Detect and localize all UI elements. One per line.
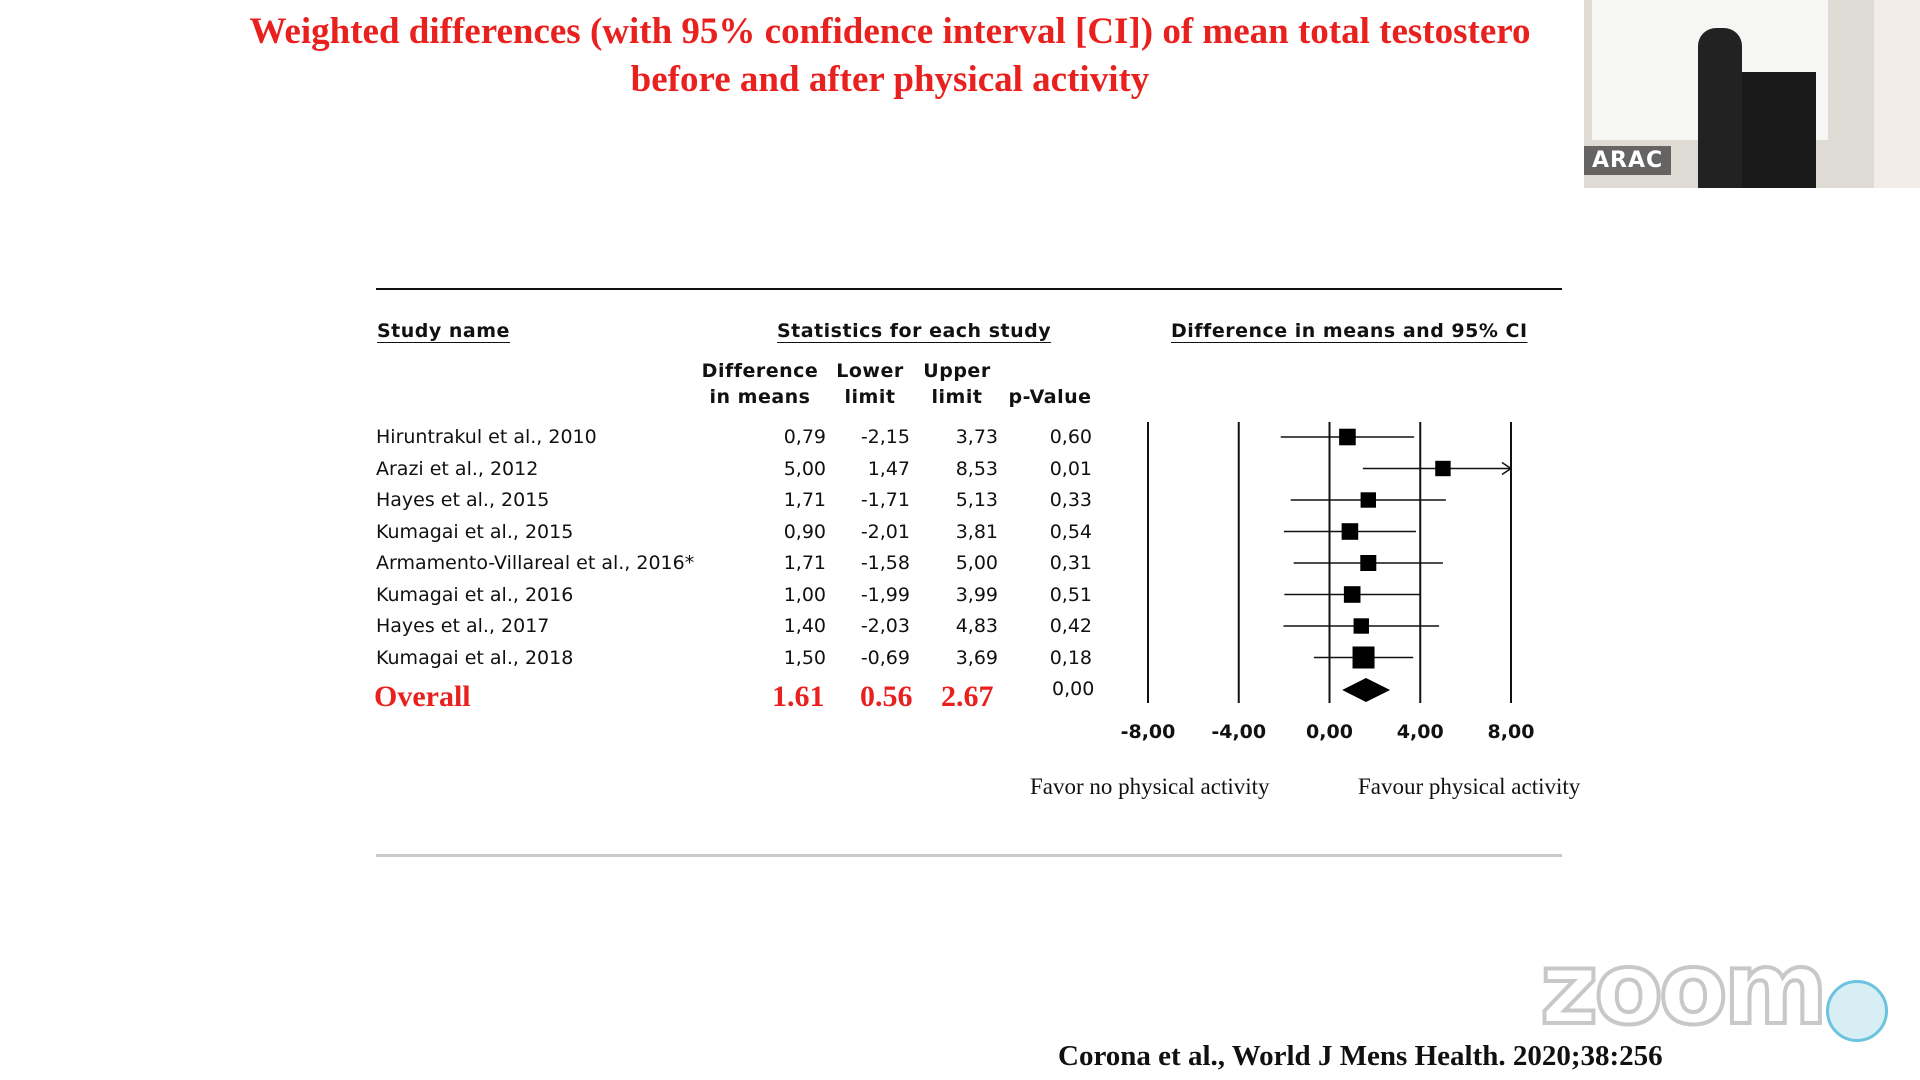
study-point [1435,460,1451,477]
upper-cell: 5,00 [955,552,998,574]
study-point [1353,618,1369,634]
plot-header: Difference in means and 95% CI [1171,320,1528,342]
p-value-cell: 0,18 [1049,646,1092,669]
favor-left-label: Favor no physical activity [1030,774,1270,799]
lower-cell: -1,71 [860,489,910,511]
society-logo-icon [1826,980,1888,1042]
diff-cell: 5,00 [783,457,826,480]
table-row: Armamento-Villareal et al., 2016* 1,71 -1,… [376,552,1096,582]
col-diff-header-line2: in means [709,386,811,408]
study-point [1352,646,1375,669]
participant-name-label: ARAC [1584,146,1672,175]
slide-title-line2: before and after physical activity [630,59,1150,100]
table-row: Hayes et al., 2017 1,40 -2,03 4,83 0,42 [376,615,1096,645]
zoom-watermark: zoom [1538,928,1830,1049]
col-upper-header-line1: Upper [923,360,991,382]
upper-cell: 4,83 [955,615,998,637]
p-value-cell: 0,31 [1049,552,1092,574]
study-name-cell: Hayes et al., 2015 [376,489,550,511]
ci-arrow [1501,461,1513,476]
upper-cell: 3,69 [955,646,998,669]
table-row: Kumagai et al., 2018 1,50 -0,69 3,69 0,18 [376,647,1096,677]
lower-cell: -2,03 [860,615,910,637]
table-row: Arazi et al., 2012 5,00 1,47 8,53 0,01 [376,458,1096,488]
bottom-rule [376,854,1562,857]
background-wall [1874,0,1920,188]
citation: Corona et al., World J Mens Health. 2020… [1058,1040,1663,1072]
study-name-cell: Hayes et al., 2017 [376,615,550,637]
x-tick-label: -4,00 [1211,721,1266,743]
upper-cell: 3,73 [955,426,998,448]
study-name-cell: Kumagai et al., 2015 [376,520,574,543]
study-name-cell: Kumagai et al., 2016 [376,583,574,606]
diff-cell: 1,71 [783,552,826,574]
diff-cell: 1,50 [783,646,826,669]
overall-upper: 2.67 [941,680,994,713]
p-value-cell: 0,60 [1049,426,1092,448]
x-tick-label: -8,00 [1121,721,1176,743]
study-name-cell: Armamento-Villareal et al., 2016* [376,552,695,574]
diff-cell: 1,40 [783,615,826,637]
stats-header: Statistics for each study [777,320,1052,342]
lower-cell: 1,47 [867,457,910,480]
p-value-cell: 0,01 [1049,457,1092,480]
lower-cell: -1,58 [860,552,910,574]
col-upper-header: Upper limit [917,358,997,410]
study-point [1339,428,1356,446]
table-row: Hiruntrakul et al., 2010 0,79 -2,15 3,73 0,6… [376,426,1096,456]
top-rule [376,288,1562,290]
p-value-cell: 0,42 [1049,615,1092,637]
upper-cell: 3,81 [955,520,998,543]
study-name-header: Study name [377,320,510,342]
study-name-cell: Kumagai et al., 2018 [376,646,574,669]
diff-cell: 0,90 [783,520,826,543]
study-name-cell: Hiruntrakul et al., 2010 [376,426,597,448]
upper-cell: 3,99 [955,583,998,606]
participant-video[interactable]: ARAC [1584,0,1920,188]
p-value-cell: 0,33 [1049,489,1092,511]
diff-cell: 1,00 [783,583,826,606]
overall-lower: 0.56 [860,680,913,713]
overall-p: 0,00 [1052,678,1095,700]
overall-diff: 1.61 [772,680,825,713]
col-lower-header: Lower limit [830,358,910,410]
lower-cell: -0,69 [860,646,910,669]
table-row: Kumagai et al., 2015 0,90 -2,01 3,81 0,54 [376,521,1096,551]
col-diff-header: Difference in means [700,358,820,410]
slide-title-line1: Weighted differences (with 95% confidenc… [249,11,1531,52]
table-row: Hayes et al., 2015 1,71 -1,71 5,13 0,33 [376,489,1096,519]
x-tick-label: 0,00 [1306,721,1353,743]
study-point [1360,492,1376,508]
study-point [1341,523,1359,540]
slide-title: Weighted differences (with 95% confidenc… [180,8,1600,104]
upper-cell: 8,53 [955,457,998,480]
col-diff-header-line1: Difference [701,360,819,382]
lower-cell: -2,15 [860,426,910,448]
upper-cell: 5,13 [955,489,998,511]
table-row: Kumagai et al., 2016 1,00 -1,99 3,99 0,51 [376,584,1096,614]
lower-cell: -2,01 [860,520,910,543]
overall-label: Overall [374,680,471,713]
study-point [1343,586,1361,603]
diff-cell: 0,79 [783,426,826,448]
col-lower-header-line2: limit [844,386,896,408]
diff-cell: 1,71 [783,489,826,511]
speaker-silhouette [1698,28,1742,188]
overall-diamond [1342,678,1391,702]
col-lower-header-line1: Lower [836,360,904,382]
p-value-cell: 0,51 [1049,583,1092,606]
lower-cell: -1,99 [860,583,910,606]
study-name-cell: Arazi et al., 2012 [376,457,539,480]
favor-right-label: Favour physical activity [1358,774,1581,799]
x-tick-label: 8,00 [1488,721,1535,743]
col-upper-header-line2: limit [931,386,983,408]
study-point [1360,555,1377,571]
col-p-header: p-Value [1008,386,1092,408]
p-value-cell: 0,54 [1049,520,1092,543]
x-tick-label: 4,00 [1397,721,1444,743]
overall-row: Overall 1.61 0.56 2.67 [374,680,1114,720]
